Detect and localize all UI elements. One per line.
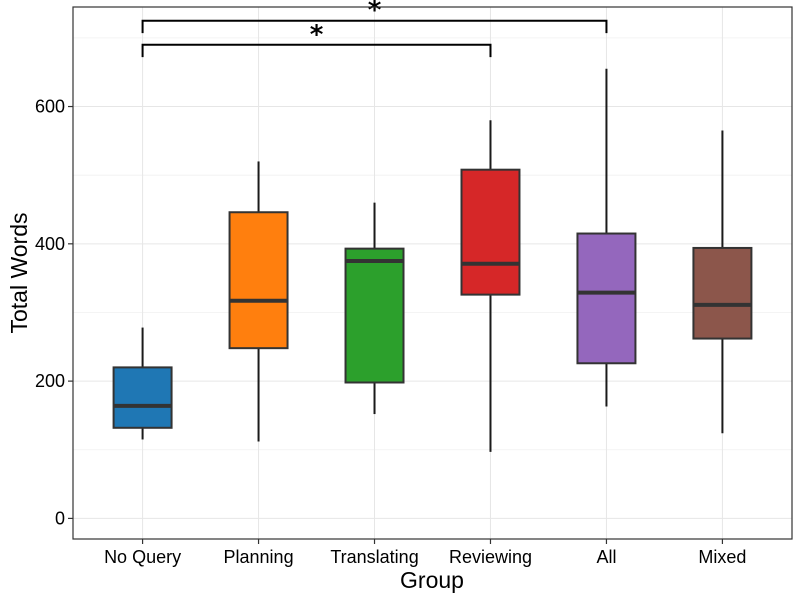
box-planning [228,211,289,350]
box-all [576,232,637,365]
x-tick-label: Planning [224,547,294,567]
axes: 0 200 400 600 No Query Planning Translating Rev… [35,97,746,567]
whiskers [141,68,724,452]
medians [113,258,752,408]
y-tick-label: 600 [35,97,65,117]
box-mixed [692,246,753,340]
y-axis-title: Total Words [6,212,32,333]
x-tick-label: No Query [104,547,181,567]
x-axis-title: Group [400,567,464,593]
significance-star: * [368,0,382,26]
significance-bracket [141,43,492,58]
y-tick-label: 0 [55,508,65,528]
grid [73,7,792,539]
x-tick-label: Reviewing [449,547,532,567]
y-tick-label: 200 [35,371,65,391]
x-tick-label: Translating [330,547,418,567]
significance-star: * [310,20,324,50]
plot-panel-border [72,6,793,540]
box-reviewing [460,168,521,296]
x-tick-label: All [596,547,616,567]
significance-bracket [141,19,608,34]
box-no-query [112,366,173,429]
x-tick-label: Mixed [698,547,746,567]
boxes [112,168,753,429]
box-translating [344,247,405,384]
y-tick-label: 400 [35,234,65,254]
